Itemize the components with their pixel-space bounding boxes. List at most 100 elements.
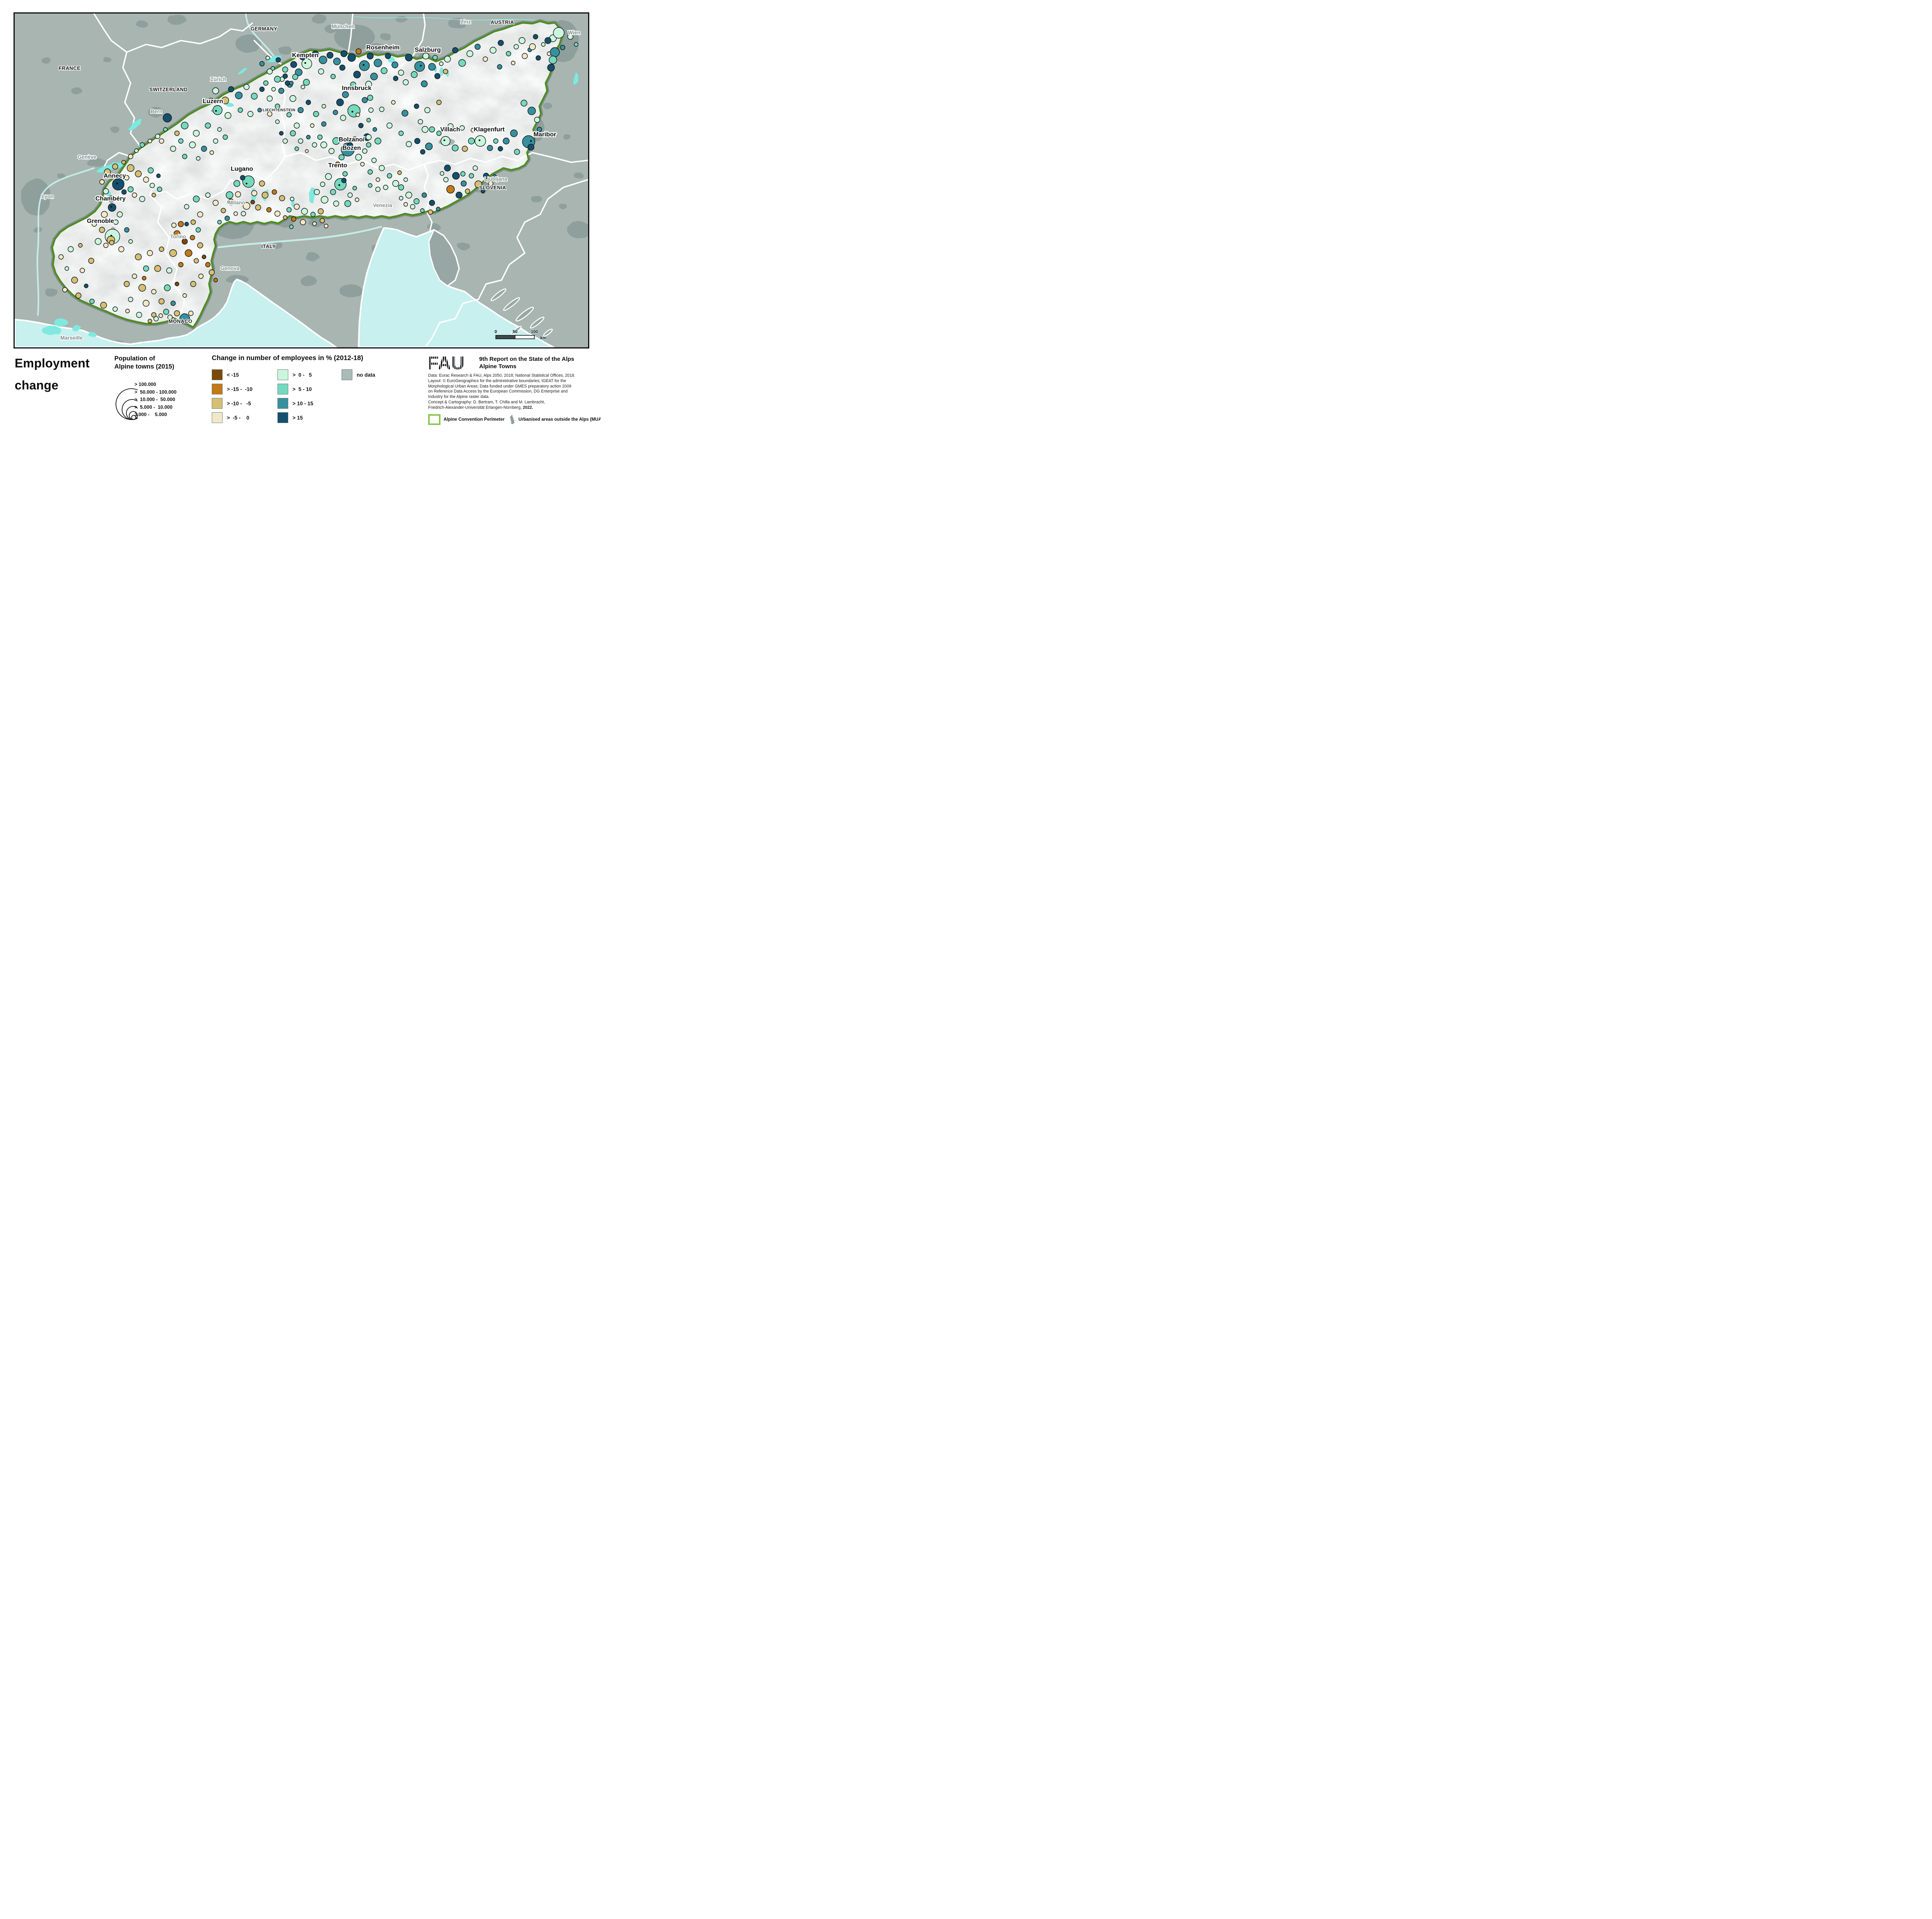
reference-city-label: Ljubljana: [484, 176, 507, 182]
town-circle: [490, 47, 497, 54]
town-center-dot: [215, 110, 217, 112]
color-legend-label: > 10 - 15: [293, 400, 313, 406]
credits-line: Morphological Urban Areas; Data funded u…: [428, 384, 571, 389]
color-legend-item: > 10 - 15: [277, 398, 313, 409]
color-legend-label: > 5 - 10: [293, 386, 312, 392]
color-legend-item: < -15: [212, 369, 252, 380]
mua-label: Urbanised areas outside the Alps (MUA): [518, 417, 600, 422]
reference-city-label: Venezia: [373, 202, 392, 208]
town-circle: [197, 211, 203, 218]
credits-line: Friedrich-Alexander-Universität Erlangen…: [428, 405, 533, 410]
town-circle: [458, 59, 466, 67]
town-circle: [452, 172, 460, 180]
town-circle: [78, 243, 83, 248]
alpine-town-label: Bolzano/: [339, 136, 365, 143]
town-circle: [320, 182, 325, 187]
town-circle: [474, 180, 482, 188]
town-circle: [310, 212, 316, 217]
town-circle: [401, 110, 408, 117]
town-circle: [336, 99, 344, 106]
town-circle: [112, 306, 118, 312]
town-circle: [228, 86, 234, 92]
town-circle: [366, 134, 372, 140]
town-circle: [368, 183, 372, 188]
town-circle: [305, 149, 309, 153]
town-circle: [274, 211, 281, 217]
scale-unit: km: [540, 336, 546, 340]
town-circle: [514, 149, 520, 155]
town-circle: [447, 123, 454, 129]
town-circle: [366, 118, 371, 122]
town-circle: [109, 240, 114, 245]
size-legend-row: > 50.000 - 100.000: [134, 389, 177, 395]
town-circle: [251, 93, 258, 100]
town-circle: [310, 123, 315, 128]
alpine-town-label: Lugano: [231, 166, 253, 172]
town-circle: [352, 186, 357, 190]
town-circle: [190, 219, 196, 225]
town-circle: [89, 299, 95, 304]
color-legend-swatch: [212, 369, 223, 380]
town-circle: [341, 178, 347, 183]
town-circle: [424, 107, 430, 113]
town-circle: [159, 138, 164, 144]
color-legend-label: > -5 - 0: [227, 415, 250, 421]
town-circle: [498, 146, 503, 151]
town-circle: [65, 266, 69, 271]
alpine-town-label: Trento: [328, 162, 347, 169]
town-circle: [481, 189, 485, 194]
town-circle: [547, 64, 555, 71]
town-circle: [474, 135, 486, 147]
town-circle: [405, 54, 413, 61]
town-circle: [574, 42, 578, 47]
color-legend-col-negative: < -15 > -15 - -10 > -10 - -5 > -5 - 0: [212, 369, 252, 425]
town-circle: [312, 221, 317, 226]
town-circle: [243, 202, 250, 210]
town-circle: [71, 277, 78, 284]
town-circle: [148, 139, 152, 143]
scale-100: 100: [531, 330, 538, 334]
town-circle: [493, 138, 498, 144]
town-circle: [124, 175, 129, 180]
town-circle: [290, 130, 296, 136]
town-circle: [425, 143, 433, 150]
town-center-dot: [110, 206, 112, 208]
town-circle: [483, 56, 488, 62]
town-circle: [560, 45, 565, 50]
country-label: MONACO: [168, 318, 192, 324]
town-circle: [171, 223, 177, 228]
town-center-dot: [443, 139, 446, 141]
town-circle: [265, 56, 270, 60]
size-legend-rows: > 100.000 > 50.000 - 100.000 > 10.000 - 50…: [134, 381, 177, 419]
town-circle: [103, 243, 109, 248]
town-circle: [212, 87, 219, 94]
town-circle: [193, 195, 200, 202]
town-circle: [422, 126, 429, 133]
town-circle: [275, 104, 280, 109]
town-circle: [178, 138, 184, 144]
town-circle: [422, 192, 427, 198]
report-title-line2: Alpine Towns: [479, 363, 517, 370]
svg-text:FAU: FAU: [427, 354, 464, 372]
town-circle: [365, 81, 372, 88]
town-circle: [250, 200, 255, 204]
town-circle: [355, 48, 362, 54]
town-circle: [473, 165, 478, 171]
town-circle: [327, 52, 333, 59]
town-circle: [257, 108, 262, 112]
town-circle: [367, 53, 374, 59]
town-circle: [84, 284, 88, 288]
color-legend-label: > -15 - -10: [227, 386, 253, 392]
town-circle: [342, 91, 349, 98]
adriatic-islands: [428, 229, 553, 337]
town-circle: [132, 274, 137, 279]
town-circle: [235, 191, 241, 197]
town-circle: [213, 200, 219, 206]
town-circle: [209, 150, 214, 155]
town-circle: [366, 142, 371, 148]
color-legend-item: no data: [342, 369, 375, 380]
rivers: [36, 14, 541, 316]
size-legend-heading: Population of Alpine towns (2015): [114, 355, 174, 371]
town-circle: [279, 195, 285, 201]
town-circle: [340, 115, 346, 121]
